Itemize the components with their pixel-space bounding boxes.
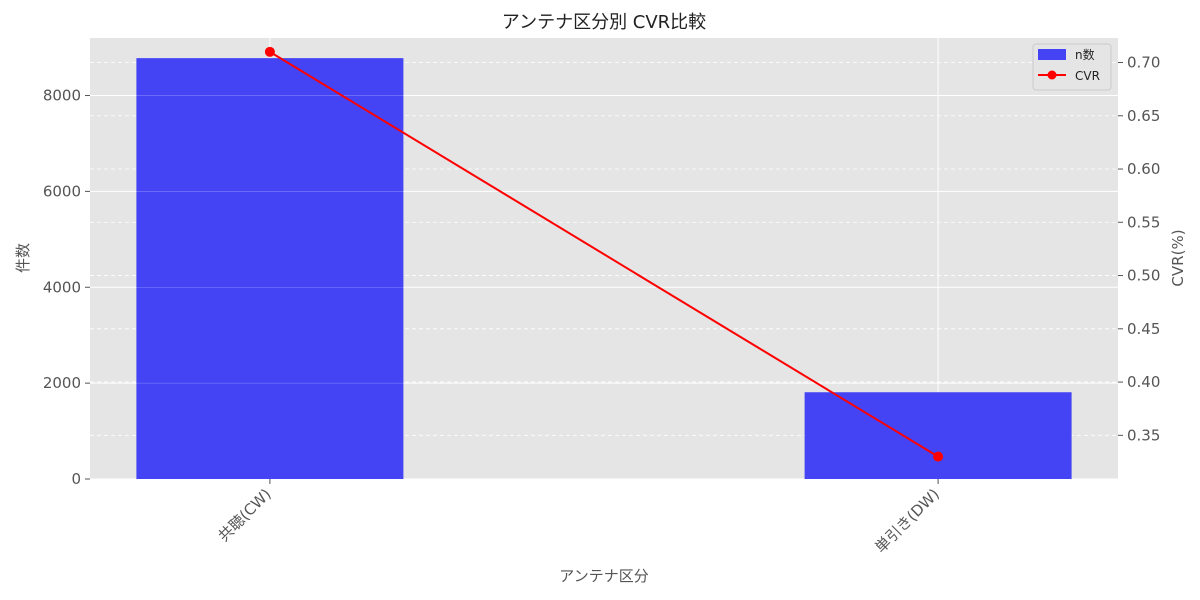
- legend: n数 CVR: [1032, 43, 1112, 91]
- tick-label-right-7: 0.70: [1127, 54, 1160, 72]
- tick-label-right-6: 0.65: [1127, 107, 1160, 125]
- tick-label-right-3: 0.50: [1127, 267, 1160, 285]
- tick-label-left-4: 8000: [43, 87, 81, 105]
- bar-0: [136, 58, 404, 480]
- tick-label-left-0: 0: [71, 470, 81, 488]
- category-label-0: 共聴(CW): [215, 485, 275, 545]
- legend-line-label: CVR: [1075, 69, 1100, 83]
- tick-label-right-1: 0.40: [1127, 373, 1160, 391]
- legend-bar-swatch: [1038, 49, 1066, 60]
- tick-label-right-4: 0.55: [1127, 213, 1160, 231]
- category-label-1: 単引き(DW): [871, 485, 942, 556]
- chart-title: アンテナ区分別 CVR比較: [502, 12, 706, 33]
- tick-label-left-3: 6000: [43, 182, 81, 200]
- bar-1: [804, 392, 1072, 479]
- x-axis-title: アンテナ区分: [559, 567, 648, 585]
- y-axis-left-title: 件数: [14, 243, 32, 273]
- legend-line-marker: [1047, 70, 1057, 80]
- tick-label-left-1: 2000: [43, 374, 81, 392]
- legend-bar-label: n数: [1075, 47, 1095, 62]
- tick-label-left-2: 4000: [43, 278, 81, 296]
- cvr-line-path: [269, 50, 939, 458]
- tick-label-right-2: 0.45: [1127, 320, 1160, 338]
- cvr-line: [264, 46, 944, 462]
- y-axis-right-title: CVR(%): [1169, 229, 1187, 286]
- tick-label-right-0: 0.35: [1127, 426, 1160, 444]
- cvr-point-1: [933, 451, 944, 462]
- tick-label-right-5: 0.60: [1127, 160, 1160, 178]
- bars: [136, 58, 1072, 480]
- cvr-point-0: [264, 46, 275, 57]
